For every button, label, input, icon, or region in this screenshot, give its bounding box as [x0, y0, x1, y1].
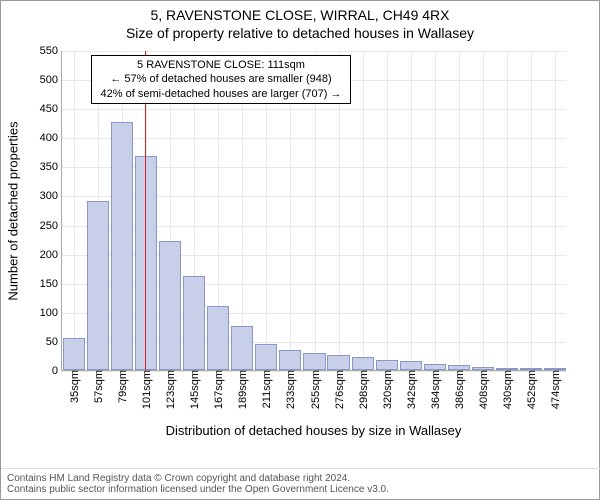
gridline-v	[507, 51, 508, 370]
footer-line1: Contains HM Land Registry data © Crown c…	[7, 473, 595, 484]
xtick-label: 57sqm	[91, 370, 105, 403]
bar	[520, 368, 542, 370]
ytick-label: 550	[40, 45, 62, 57]
xtick-label: 211sqm	[259, 370, 273, 408]
ytick-label: 150	[40, 278, 62, 290]
footer: Contains HM Land Registry data © Crown c…	[1, 468, 600, 499]
bar	[352, 357, 374, 370]
info-box-line3: 42% of semi-detached houses are larger (…	[98, 87, 344, 101]
xtick-label: 255sqm	[308, 370, 322, 409]
xtick-label: 430sqm	[500, 370, 514, 409]
ytick-label: 200	[40, 249, 62, 261]
xtick-label: 474sqm	[548, 370, 562, 409]
ytick-label: 0	[52, 365, 62, 377]
ytick-label: 50	[46, 336, 62, 348]
info-box-line1: 5 RAVENSTONE CLOSE: 111sqm	[98, 58, 344, 72]
ytick-label: 450	[40, 103, 62, 115]
xtick-label: 189sqm	[235, 370, 249, 409]
bar	[376, 360, 398, 370]
ytick-label: 500	[40, 74, 62, 86]
chart-title-line1: 5, RAVENSTONE CLOSE, WIRRAL, CH49 4RX	[1, 1, 599, 23]
xtick-label: 452sqm	[524, 370, 538, 409]
bar	[448, 365, 470, 370]
footer-line2: Contains public sector information licen…	[7, 484, 595, 495]
bar	[183, 276, 205, 370]
bar	[400, 361, 422, 370]
bar	[231, 326, 253, 370]
gridline-v	[483, 51, 484, 370]
gridline-v	[363, 51, 364, 370]
xtick-label: 123sqm	[163, 370, 177, 409]
bar	[207, 306, 229, 370]
bar	[327, 355, 349, 370]
xtick-label: 386sqm	[452, 370, 466, 409]
xtick-label: 79sqm	[115, 370, 129, 403]
x-axis-label: Distribution of detached houses by size …	[166, 423, 462, 438]
info-box-line2: ← 57% of detached houses are smaller (94…	[98, 72, 344, 86]
xtick-label: 35sqm	[67, 370, 81, 403]
xtick-label: 320sqm	[380, 370, 394, 409]
xtick-label: 145sqm	[187, 370, 201, 409]
ytick-label: 400	[40, 132, 62, 144]
bar	[63, 338, 85, 370]
gridline-v	[435, 51, 436, 370]
gridline-v	[387, 51, 388, 370]
xtick-label: 408sqm	[476, 370, 490, 409]
y-axis-label: Number of detached properties	[6, 121, 21, 300]
bar	[424, 364, 446, 370]
bar	[496, 368, 518, 370]
info-box: 5 RAVENSTONE CLOSE: 111sqm ← 57% of deta…	[91, 55, 351, 104]
bar	[544, 368, 566, 370]
xtick-label: 342sqm	[404, 370, 418, 409]
xtick-label: 101sqm	[139, 370, 153, 409]
gridline-v	[459, 51, 460, 370]
ytick-label: 250	[40, 220, 62, 232]
bar	[472, 367, 494, 370]
chart-title-line2: Size of property relative to detached ho…	[1, 23, 599, 41]
chart-container: 5, RAVENSTONE CLOSE, WIRRAL, CH49 4RX Si…	[0, 0, 600, 500]
bar	[255, 344, 277, 370]
ytick-label: 100	[40, 307, 62, 319]
xtick-label: 233sqm	[283, 370, 297, 409]
gridline-v	[531, 51, 532, 370]
ytick-label: 300	[40, 190, 62, 202]
xtick-label: 167sqm	[211, 370, 225, 409]
bar	[135, 156, 157, 370]
ytick-label: 350	[40, 161, 62, 173]
bar	[87, 201, 109, 370]
bar	[159, 241, 181, 370]
xtick-label: 276sqm	[332, 370, 346, 409]
bar	[279, 350, 301, 370]
xtick-label: 364sqm	[428, 370, 442, 409]
gridline-v	[411, 51, 412, 370]
bar	[303, 353, 325, 370]
bar	[111, 122, 133, 370]
xtick-label: 298sqm	[356, 370, 370, 409]
gridline-v	[555, 51, 556, 370]
gridline-v	[74, 51, 75, 370]
